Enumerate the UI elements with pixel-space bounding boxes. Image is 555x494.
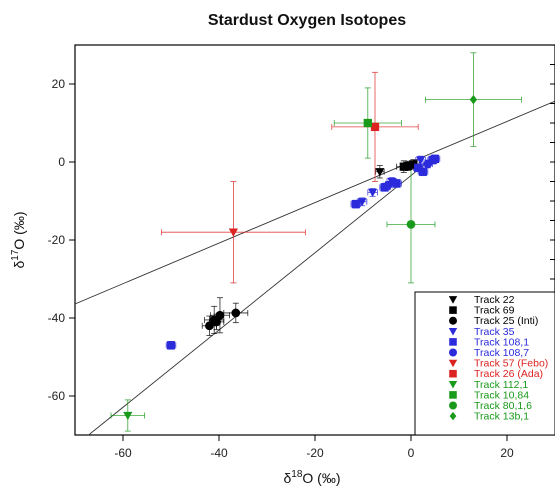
y-tick-label: 0 <box>58 155 65 169</box>
y-axis-label-delta: δ <box>11 261 27 269</box>
legend-marker-track-25-inti <box>449 316 457 325</box>
x-axis-label-delta: δ <box>283 470 291 486</box>
y-axis-label-rest: O (‰) <box>11 211 27 249</box>
legend-marker-track-13b-1 <box>449 411 457 421</box>
legend-marker-track-35 <box>448 327 458 336</box>
legend-label: Track 108,7 <box>474 347 529 359</box>
data-point-track-69 <box>409 160 418 169</box>
legend-item-track-112-1: Track 112,1 <box>448 379 528 391</box>
legend-marker-track-26-ada <box>449 369 457 378</box>
data-point-track-108-1 <box>418 167 428 176</box>
legend-marker-track-112-1 <box>448 380 458 389</box>
y-tick-label: -60 <box>48 389 66 403</box>
data-point-track-69 <box>403 161 413 171</box>
legend-marker-track-22 <box>448 296 458 304</box>
chart-title: Stardust Oxygen Isotopes <box>208 12 406 29</box>
legend-item-track-26-ada: Track 26 (Ada) <box>449 368 543 380</box>
legend-item-track-108-7: Track 108,7 <box>449 347 529 359</box>
data-point-track-108-1 <box>166 341 176 350</box>
data-point-track-108-1 <box>414 163 423 172</box>
data-point-track-108-1 <box>392 179 401 188</box>
legend-label: Track 80,1,6 <box>474 400 532 412</box>
y-tick-label: -40 <box>48 311 66 325</box>
data-point-track-25-inti <box>231 308 241 318</box>
legend-item-track-10-84: Track 10,84 <box>449 389 529 401</box>
data-point-track-25-inti <box>205 321 214 331</box>
reference-line-ccam <box>87 159 431 435</box>
legend-marker-track-10-84 <box>449 391 457 399</box>
legend-box <box>414 291 555 436</box>
x-axis: -60 -40 -20 0 20 <box>114 435 514 460</box>
y-axis-label-sup: 17 <box>10 249 21 261</box>
legend-label: Track 112,1 <box>474 379 528 391</box>
x-axis-label: δ18O (‰) <box>283 469 340 486</box>
legend-label: Track 22 <box>474 294 515 306</box>
data-point-track-10-84 <box>363 118 372 128</box>
data-point-track-108-1 <box>351 199 360 209</box>
plot-area <box>74 44 555 436</box>
legend-label: Track 69 <box>474 305 515 317</box>
data-point-track-108-7 <box>383 181 393 190</box>
y-tick-label: 20 <box>52 77 66 91</box>
data-point-track-35 <box>368 188 378 198</box>
data-point-track-80-1-6 <box>406 220 416 229</box>
data-point-track-13b-1 <box>469 95 478 105</box>
legend-item-track-35: Track 35 <box>448 326 515 338</box>
x-axis-label-sup: 18 <box>291 469 303 480</box>
legend-item-track-80-1-6: Track 80,1,6 <box>449 400 532 412</box>
legend-label: Track 25 (Inti) <box>474 315 538 327</box>
legend-marker-track-108-1 <box>449 338 457 346</box>
y-tick-label: -20 <box>48 233 66 247</box>
legend-label: Track 10,84 <box>474 389 529 401</box>
x-tick-label: -20 <box>306 446 324 460</box>
legend-marker-track-108-7 <box>449 348 457 357</box>
legend-item-track-22: Track 22 <box>448 294 515 306</box>
reference-lines <box>75 100 555 435</box>
x-tick-label: -40 <box>210 446 228 460</box>
data-point-track-108-7 <box>423 159 433 169</box>
legend-item-track-69: Track 69 <box>449 305 515 317</box>
legend-label: Track 35 <box>474 326 515 338</box>
legend-label: Track 13b,1 <box>474 411 529 423</box>
legend-marker-track-57-febo <box>448 359 458 368</box>
data-point-track-108-1 <box>430 154 440 164</box>
legend-marker-track-80-1-6 <box>449 401 457 410</box>
legend-label: Track 108,1 <box>474 336 529 348</box>
x-tick-label: 0 <box>408 446 415 460</box>
data-point-track-26-ada <box>370 122 380 132</box>
data-point-track-57-febo <box>228 228 238 237</box>
legend-item-track-25-inti: Track 25 (Inti) <box>449 315 538 327</box>
data-point-track-25-inti <box>212 317 221 327</box>
data-point-track-69 <box>399 162 408 171</box>
legend-marker-track-69 <box>449 306 457 314</box>
data-markers <box>123 95 478 421</box>
data-point-track-35 <box>416 156 426 165</box>
legend-label: Track 26 (Ada) <box>474 368 543 380</box>
y-axis-label: δ17O (‰) <box>10 211 27 268</box>
x-tick-label: -60 <box>114 446 132 460</box>
reference-line-tf <box>75 100 555 305</box>
x-tick-label: 20 <box>500 446 514 460</box>
data-point-track-22 <box>375 168 385 177</box>
legend-label: Track 57 (Febo) <box>474 358 548 370</box>
legend-item-track-57-febo: Track 57 (Febo) <box>448 358 548 370</box>
x-axis-label-rest: O (‰) <box>302 470 340 486</box>
data-point-track-112-1 <box>123 411 133 421</box>
legend-item-track-13b-1: Track 13b,1 <box>449 411 529 423</box>
legend-item-track-108-1: Track 108,1 <box>449 336 529 348</box>
